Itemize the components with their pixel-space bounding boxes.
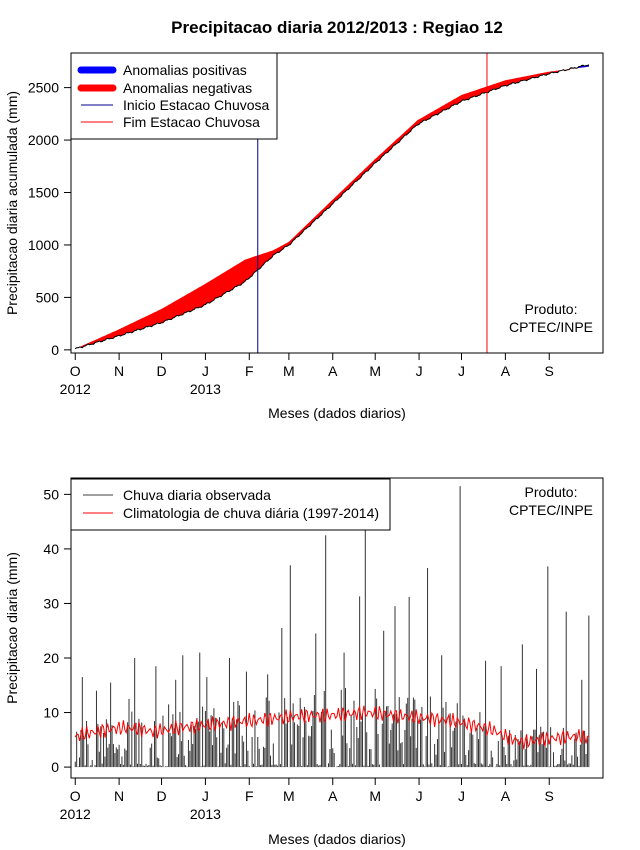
x-tick-label: J bbox=[458, 363, 465, 379]
year-label: 2012 bbox=[60, 381, 91, 397]
x-tick-label: J bbox=[202, 788, 209, 804]
legend-label-start: Inicio Estacao Chuvosa bbox=[123, 97, 270, 113]
x-axis-bottom: O N D J F M A M J J A S 2012 2013 bbox=[60, 777, 554, 822]
credit-line-1-top: Produto: bbox=[525, 301, 578, 317]
y-tick-label: 1500 bbox=[28, 185, 59, 201]
y-tick-label: 40 bbox=[43, 541, 59, 557]
y-axis-bottom: 0 10 20 30 40 50 bbox=[43, 486, 72, 775]
year-label: 2013 bbox=[190, 381, 221, 397]
x-tick-label: M bbox=[283, 788, 295, 804]
x-tick-label: J bbox=[458, 788, 465, 804]
x-tick-label: M bbox=[369, 363, 381, 379]
x-tick-label: J bbox=[416, 788, 423, 804]
x-tick-label: A bbox=[328, 363, 338, 379]
x-tick-label: S bbox=[545, 363, 554, 379]
x-tick-label: O bbox=[70, 788, 81, 804]
x-tick-label: J bbox=[416, 363, 423, 379]
legend-bottom: Chuva diaria observada Climatologia de c… bbox=[70, 478, 391, 531]
x-tick-label: M bbox=[369, 788, 381, 804]
x-tick-label: M bbox=[283, 363, 295, 379]
year-label: 2012 bbox=[60, 806, 91, 822]
legend-top: Anomalias positivas Anomalias negativas … bbox=[70, 52, 278, 140]
legend-label-positive: Anomalias positivas bbox=[123, 62, 247, 78]
x-tick-label: A bbox=[328, 788, 338, 804]
y-tick-label: 500 bbox=[36, 289, 60, 305]
legend-label-climatology: Climatologia de chuva diária (1997-2014) bbox=[123, 505, 379, 521]
x-tick-label: N bbox=[114, 788, 124, 804]
x-tick-label: D bbox=[156, 363, 166, 379]
y-tick-label: 0 bbox=[51, 759, 59, 775]
x-tick-label: O bbox=[70, 363, 81, 379]
y-tick-label: 10 bbox=[43, 705, 59, 721]
chart-title: Precipitacao diaria 2012/2013 : Regiao 1… bbox=[171, 18, 503, 37]
y-tick-label: 50 bbox=[43, 486, 59, 502]
y-tick-label: 1000 bbox=[28, 237, 59, 253]
y-axis-top: 0 500 1000 1500 2000 2500 bbox=[28, 80, 72, 358]
x-tick-label: D bbox=[156, 788, 166, 804]
legend-label-observed: Chuva diaria observada bbox=[123, 487, 271, 503]
x-tick-label: F bbox=[245, 788, 254, 804]
y-tick-label: 2000 bbox=[28, 132, 59, 148]
x-axis-label-bottom: Meses (dados diarios) bbox=[268, 831, 406, 847]
x-tick-label: S bbox=[545, 788, 554, 804]
x-tick-label: J bbox=[202, 363, 209, 379]
x-axis-top: O N D J F M A M J J A S 2012 2013 bbox=[60, 352, 554, 397]
legend-label-negative: Anomalias negativas bbox=[123, 80, 252, 96]
x-axis-label-top: Meses (dados diarios) bbox=[268, 405, 406, 421]
y-tick-label: 30 bbox=[43, 595, 59, 611]
legend-box-bottom bbox=[70, 478, 391, 531]
y-tick-label: 0 bbox=[51, 342, 59, 358]
legend-label-end: Fim Estacao Chuvosa bbox=[123, 114, 260, 130]
x-tick-label: A bbox=[501, 788, 511, 804]
positive-anomaly-area bbox=[573, 64, 589, 69]
daily-bars bbox=[74, 486, 590, 768]
x-tick-label: A bbox=[501, 363, 511, 379]
y-axis-label-top: Precipitacao diaria acumulada (mm) bbox=[4, 91, 20, 315]
climatology-line bbox=[74, 705, 590, 750]
x-tick-label: F bbox=[245, 363, 254, 379]
x-tick-label: N bbox=[114, 363, 124, 379]
season-lines bbox=[257, 53, 488, 353]
y-tick-label: 20 bbox=[43, 650, 59, 666]
credit-line-1-bottom: Produto: bbox=[525, 484, 578, 500]
y-axis-label-bottom: Precipitacao diaria (mm) bbox=[4, 552, 20, 704]
anomaly-area bbox=[74, 64, 590, 350]
credit-line-2-top: CPTEC/INPE bbox=[509, 319, 593, 335]
daily-panel: O N D J F M A M J J A S 2012 2013 0 10 20 30 40 50 Meses (… bbox=[4, 477, 604, 847]
credit-line-2-bottom: CPTEC/INPE bbox=[509, 502, 593, 518]
observed-cumulative-line bbox=[74, 64, 590, 350]
y-tick-label: 2500 bbox=[28, 80, 59, 96]
cumulative-panel: Precipitacao diaria 2012/2013 : Regiao 1… bbox=[4, 18, 604, 421]
year-label: 2013 bbox=[190, 806, 221, 822]
